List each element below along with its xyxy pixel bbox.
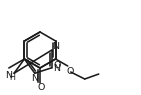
Text: O: O <box>37 83 45 92</box>
Text: N: N <box>52 42 59 51</box>
Text: H: H <box>9 73 15 82</box>
Text: N: N <box>5 71 12 80</box>
Text: O: O <box>66 66 73 76</box>
Text: N: N <box>31 74 38 83</box>
Text: O: O <box>54 61 61 70</box>
Text: N: N <box>53 64 60 73</box>
